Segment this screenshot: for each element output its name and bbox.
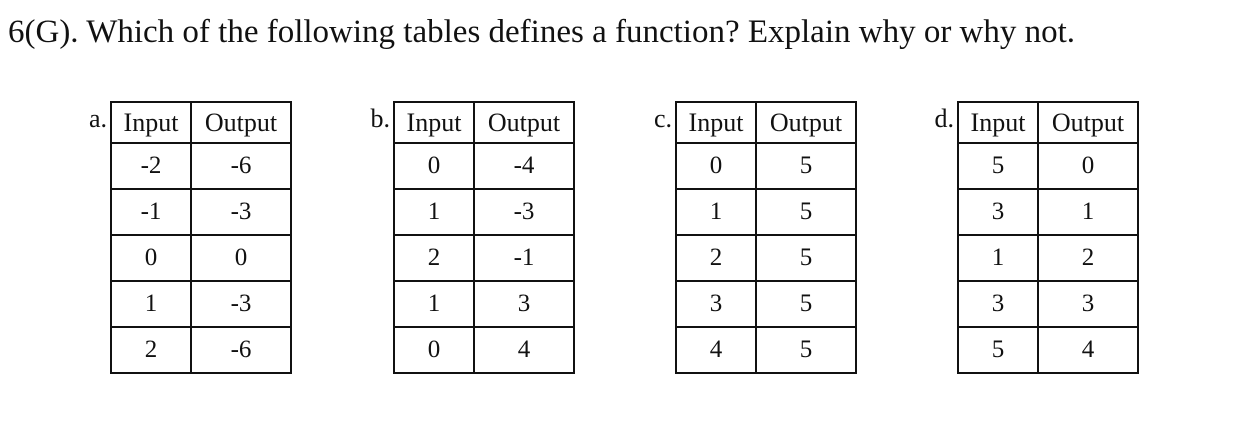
output-cell: -4: [473, 142, 575, 190]
header-input: Input: [957, 101, 1039, 144]
function-table: Input Output 0 5 1 5 2 5 3 5 4 5: [675, 101, 857, 374]
input-cell: 2: [110, 326, 192, 374]
output-cell: 5: [755, 280, 857, 328]
input-cell: 0: [675, 142, 757, 190]
input-cell: -1: [110, 188, 192, 236]
output-cell: -3: [190, 188, 292, 236]
table-row: -2 -6: [110, 142, 292, 190]
output-cell: 5: [755, 234, 857, 282]
input-cell: -2: [110, 142, 192, 190]
table-row: 0 -4: [393, 142, 575, 190]
table-d: d. Input Output 5 0 3 1 1 2 3 3 5 4: [935, 101, 1139, 374]
function-table: Input Output -2 -6 -1 -3 0 0 1 -3 2 -6: [110, 101, 292, 374]
output-cell: -1: [473, 234, 575, 282]
output-cell: 5: [755, 142, 857, 190]
input-cell: 3: [957, 188, 1039, 236]
header-input: Input: [393, 101, 475, 144]
table-row: 2 -1: [393, 234, 575, 282]
output-cell: 1: [1037, 188, 1139, 236]
table-row: -1 -3: [110, 188, 292, 236]
function-table: Input Output 0 -4 1 -3 2 -1 1 3 0 4: [393, 101, 575, 374]
output-cell: 5: [755, 326, 857, 374]
input-cell: 5: [957, 142, 1039, 190]
input-cell: 3: [957, 280, 1039, 328]
header-output: Output: [473, 101, 575, 144]
input-cell: 1: [393, 188, 475, 236]
table-row: 2 -6: [110, 326, 292, 374]
input-cell: 1: [393, 280, 475, 328]
input-cell: 5: [957, 326, 1039, 374]
output-cell: -6: [190, 326, 292, 374]
table-label: a.: [88, 104, 107, 133]
table-label: b.: [370, 104, 391, 133]
input-cell: 2: [393, 234, 475, 282]
table-b: b. Input Output 0 -4 1 -3 2 -1 1 3 0 4: [371, 101, 575, 374]
input-cell: 3: [675, 280, 757, 328]
output-cell: -3: [190, 280, 292, 328]
table-row: 1 -3: [110, 280, 292, 328]
header-input: Input: [110, 101, 192, 144]
output-cell: 4: [473, 326, 575, 374]
header-output: Output: [755, 101, 857, 144]
input-cell: 0: [110, 234, 192, 282]
table-c: c. Input Output 0 5 1 5 2 5 3 5 4 5: [654, 101, 857, 374]
output-cell: 0: [190, 234, 292, 282]
header-output: Output: [190, 101, 292, 144]
output-cell: 5: [755, 188, 857, 236]
table-a: a. Input Output -2 -6 -1 -3 0 0 1 -3 2 -6: [89, 101, 292, 374]
table-label: d.: [934, 104, 955, 133]
input-cell: 1: [675, 188, 757, 236]
output-cell: 0: [1037, 142, 1139, 190]
output-cell: 2: [1037, 234, 1139, 282]
output-cell: 3: [1037, 280, 1139, 328]
table-label: c.: [653, 104, 672, 133]
question-text: 6(G). Which of the following tables defi…: [8, 14, 1076, 50]
output-cell: 4: [1037, 326, 1139, 374]
input-cell: 1: [957, 234, 1039, 282]
header-output: Output: [1037, 101, 1139, 144]
input-cell: 2: [675, 234, 757, 282]
header-input: Input: [675, 101, 757, 144]
input-cell: 0: [393, 142, 475, 190]
output-cell: 3: [473, 280, 575, 328]
input-cell: 1: [110, 280, 192, 328]
function-table: Input Output 5 0 3 1 1 2 3 3 5 4: [957, 101, 1139, 374]
table-row: 1 -3: [393, 188, 575, 236]
input-cell: 0: [393, 326, 475, 374]
output-cell: -6: [190, 142, 292, 190]
output-cell: -3: [473, 188, 575, 236]
input-cell: 4: [675, 326, 757, 374]
